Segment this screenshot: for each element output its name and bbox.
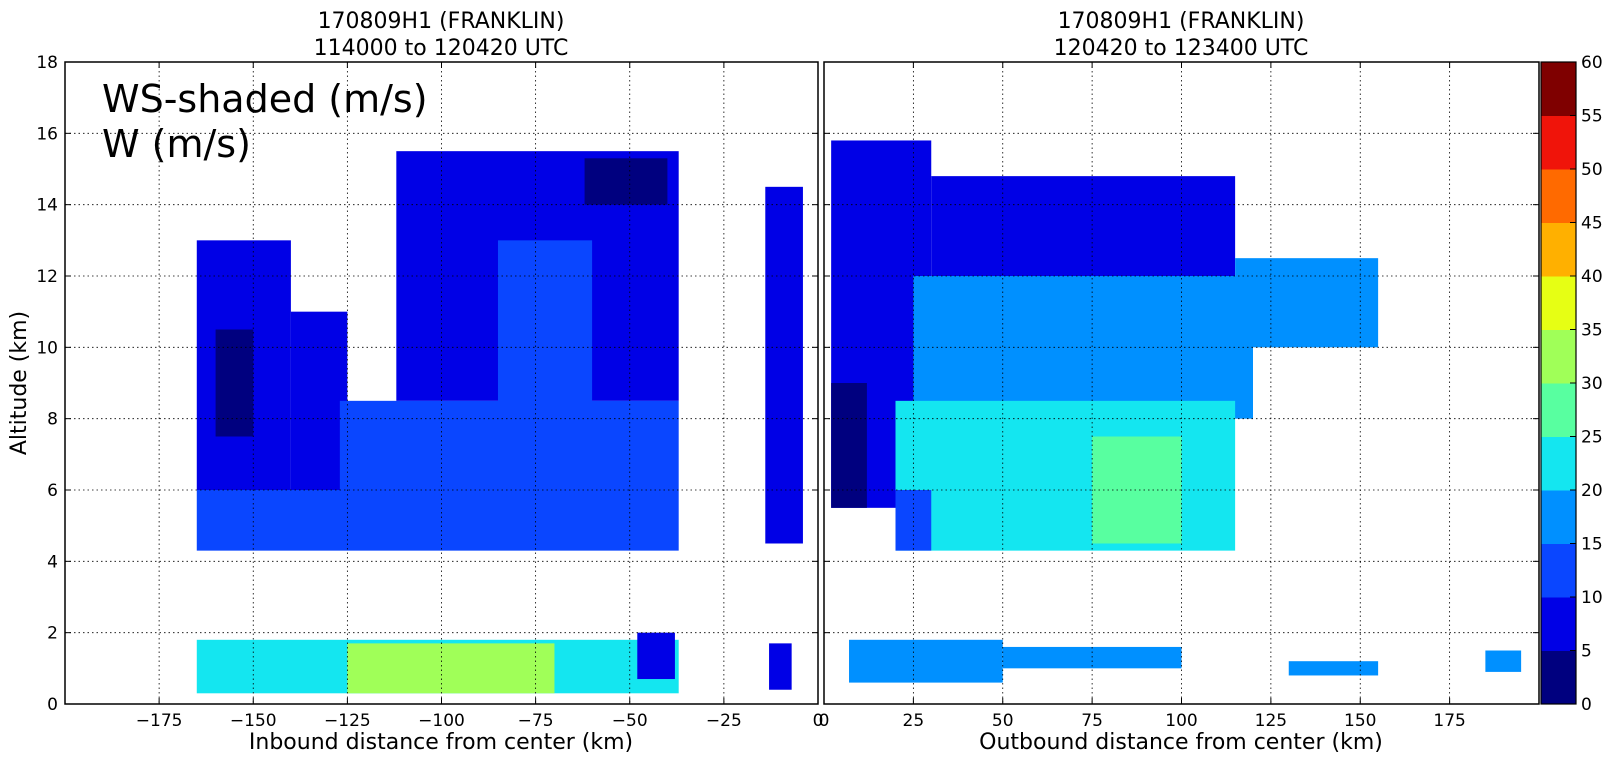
colorbar-ticks: 0 5 10 15 20 25 30 35 40 45 50 55 60: [1570, 53, 1603, 715]
colorbar-band-4: [1541, 436, 1576, 491]
left-x-tick-label-5: −50: [612, 711, 648, 731]
left-ws-region-0: [196, 490, 679, 551]
colorbar-band-2: [1541, 543, 1576, 598]
left-ws-region-7: [584, 158, 668, 205]
left-x-ticks: −175 −150 −125 −100 −75 −50 −25 0: [136, 62, 824, 731]
right-x-tick-label-2: 50: [992, 711, 1014, 731]
left-y-ticks: 0 2 4 6 8 10 12 14 16 18: [36, 53, 818, 715]
colorbar-band-10: [1541, 115, 1576, 170]
left-x-axis-label: Inbound distance from center (km): [249, 730, 633, 755]
overlay-label-w: W (m/s): [102, 122, 251, 166]
colorbar-tick-label-12: 60: [1581, 53, 1603, 73]
left-x-tick-label-7: 0: [813, 711, 824, 731]
right-ws-region-10: [1288, 661, 1379, 676]
right-x-tick-label-4: 100: [1165, 711, 1197, 731]
right-panel-subtitle: 120420 to 123400 UTC: [1054, 36, 1309, 61]
left-x-tick-label-3: −100: [418, 711, 465, 731]
left-ws-region-8: [765, 186, 803, 544]
colorbar-tick-label-8: 40: [1581, 267, 1603, 287]
left-x-tick-label-2: −125: [324, 711, 371, 731]
right-x-tick-label-6: 150: [1344, 711, 1376, 731]
colorbar-tick-label-7: 35: [1581, 321, 1603, 341]
right-ws-region-5: [1092, 436, 1182, 544]
colorbar-tick-label-4: 20: [1581, 481, 1603, 501]
left-y-tick-label-2: 4: [47, 552, 58, 572]
right-panel-title: 170809H1 (FRANKLIN): [1058, 9, 1305, 34]
right-x-tick-label-0: 0: [819, 711, 830, 731]
right-ws-region-3: [913, 276, 1253, 419]
colorbar-band-1: [1541, 597, 1576, 651]
left-ws-region-13: [769, 643, 792, 690]
colorbar-band-11: [1541, 62, 1576, 116]
left-y-tick-label-0: 0: [47, 695, 58, 715]
colorbar-tick-label-0: 0: [1581, 695, 1592, 715]
left-y-tick-label-7: 14: [36, 196, 58, 216]
right-ws-region-4: [895, 400, 1236, 551]
colorbar-tick-label-3: 15: [1581, 535, 1603, 555]
colorbar-band-3: [1541, 490, 1576, 544]
overlay-label-ws: WS-shaded (m/s): [102, 77, 428, 121]
right-ws-region-1: [931, 176, 1236, 294]
right-ws-region-9: [1002, 646, 1182, 669]
colorbar-tick-label-5: 25: [1581, 428, 1603, 448]
right-x-ticks: 0 25 50 75 100 125 150 175: [819, 62, 1466, 731]
right-x-tick-label-3: 75: [1081, 711, 1103, 731]
left-ws-region-3: [290, 311, 348, 490]
left-y-tick-label-9: 18: [36, 53, 58, 73]
left-ws-region-11: [441, 657, 517, 690]
colorbar: 0 5 10 15 20 25 30 35 40 45 50 55 60: [1540, 53, 1603, 715]
colorbar-band-6: [1541, 329, 1576, 384]
left-x-tick-label-4: −75: [518, 711, 554, 731]
right-x-tick-label-5: 125: [1255, 711, 1287, 731]
left-heatmap-cells: [196, 151, 803, 694]
y-axis-label: Altitude (km): [7, 311, 32, 455]
left-y-tick-label-8: 16: [36, 124, 58, 144]
colorbar-tick-label-2: 10: [1581, 588, 1603, 608]
colorbar-band-5: [1541, 383, 1576, 437]
colorbar-tick-label-10: 50: [1581, 160, 1603, 180]
right-ws-region-2: [1235, 258, 1379, 348]
left-y-tick-label-3: 6: [47, 481, 58, 501]
colorbar-tick-label-6: 30: [1581, 374, 1603, 394]
left-ws-region-6: [497, 240, 593, 455]
colorbar-tick-label-9: 45: [1581, 214, 1603, 234]
colorbar-band-9: [1541, 169, 1576, 223]
left-ws-region-12: [637, 632, 675, 680]
right-ws-region-8: [849, 639, 1003, 683]
left-y-tick-label-4: 8: [47, 410, 58, 430]
right-x-axis-label: Outbound distance from center (km): [979, 730, 1383, 755]
left-x-tick-label-0: −175: [136, 711, 183, 731]
colorbar-tick-label-1: 5: [1581, 642, 1592, 662]
left-y-tick-label-5: 10: [36, 338, 58, 358]
right-y-ticks: [824, 61, 1539, 705]
colorbar-band-8: [1541, 222, 1576, 277]
colorbar-tick-label-11: 55: [1581, 107, 1603, 127]
left-panel-subtitle: 114000 to 120420 UTC: [314, 36, 569, 61]
left-y-tick-label-6: 12: [36, 267, 58, 287]
left-panel-title: 170809H1 (FRANKLIN): [318, 9, 565, 34]
left-panel: −175 −150 −125 −100 −75 −50 −25 0 0 2 4 6 8 10 12 14 16…: [36, 9, 823, 755]
right-ws-region-6: [831, 383, 867, 508]
right-x-tick-label-1: 25: [903, 711, 925, 731]
right-x-tick-label-7: 175: [1433, 711, 1465, 731]
colorbar-band-7: [1541, 276, 1576, 330]
right-ws-region-7: [895, 490, 932, 551]
colorbar-band-0: [1541, 650, 1576, 705]
left-ws-region-2: [215, 329, 254, 437]
right-panel: 0 25 50 75 100 125 150 175 170809H1 (FRANKLIN) …: [819, 9, 1540, 755]
colorbar-bands: [1541, 62, 1576, 705]
left-x-tick-label-1: −150: [230, 711, 277, 731]
right-ws-region-11: [1485, 650, 1522, 672]
left-y-tick-label-1: 2: [47, 624, 58, 644]
left-x-tick-label-6: −25: [706, 711, 742, 731]
